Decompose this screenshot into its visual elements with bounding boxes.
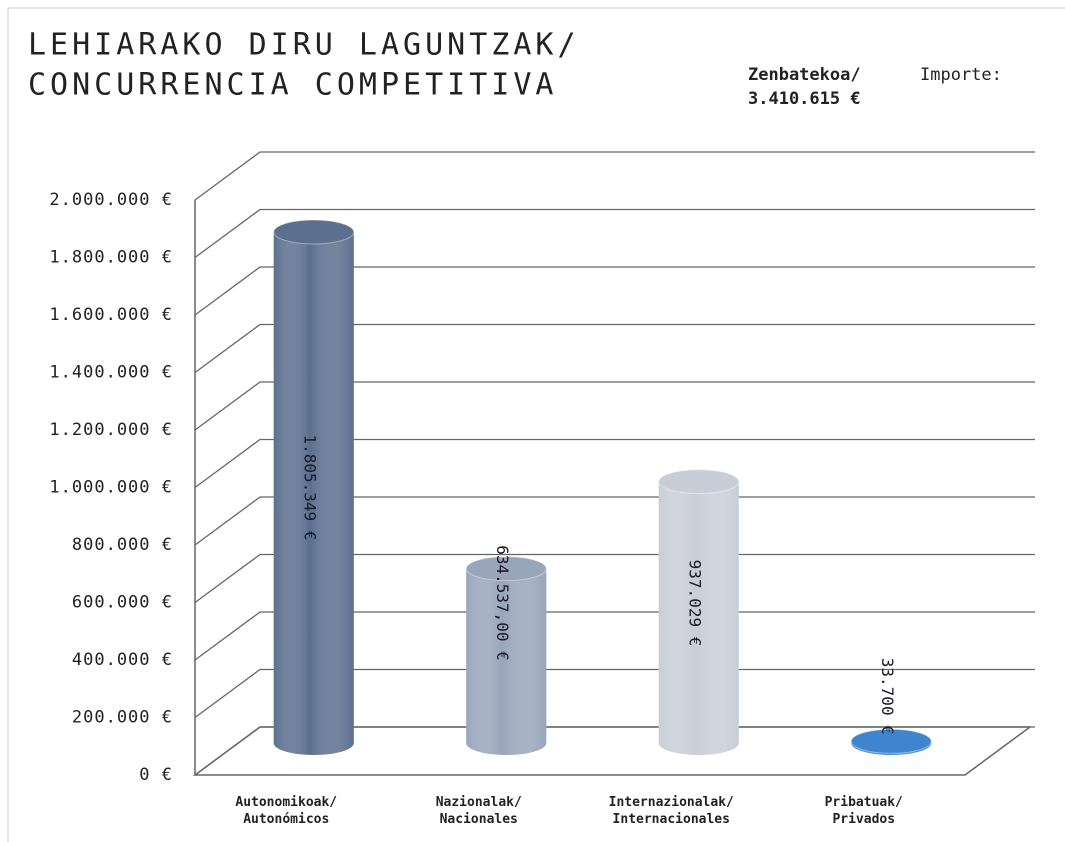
bar-top <box>658 469 740 495</box>
y-tick-label: 2.000.000 € <box>49 190 173 210</box>
bar-shade <box>466 568 547 755</box>
y-tick-label: 1.800.000 € <box>49 248 173 268</box>
grid-line <box>194 438 1035 489</box>
value-label: 634.537,00 € <box>493 545 512 661</box>
y-tick-label: 1.400.000 € <box>49 363 173 383</box>
frame <box>7 7 1065 842</box>
chart-title: CONCURRENCIA COMPETITIVA <box>28 68 557 103</box>
grid-line <box>194 611 1035 661</box>
bar <box>658 469 740 755</box>
bar-shade <box>658 481 739 755</box>
chart-title: LEHIARAKO DIRU LAGUNTZAK/ <box>28 28 580 63</box>
y-tick-label: 1.200.000 € <box>49 420 173 440</box>
grid-line <box>194 496 1035 546</box>
grid-line <box>194 726 1035 776</box>
y-tick-label: 200.000 € <box>72 708 173 728</box>
bar-top <box>465 556 547 582</box>
bar-top <box>273 219 355 245</box>
x-tick-label: Pribatuak/Privados <box>825 795 903 827</box>
y-tick-label: 0 € <box>139 765 173 785</box>
grid-line <box>194 553 1035 604</box>
bar <box>850 728 932 755</box>
annotation: Zenbatekoa/ <box>748 65 861 85</box>
annotation: 3.410.615 € <box>748 89 861 109</box>
grid-line <box>194 208 1035 259</box>
grid-line <box>194 668 1035 719</box>
value-label: 33.700 € <box>878 658 897 735</box>
y-tick-label: 400.000 € <box>72 650 173 670</box>
bar <box>465 556 547 755</box>
x-tick-label: Internazionalak/Internacionales <box>609 795 734 827</box>
grid-line <box>194 381 1035 431</box>
grid-line <box>194 151 1035 201</box>
x-tick-label: Nazionalak/Nacionales <box>436 795 522 827</box>
x-tick-label: Autonomikoak/Autonómicos <box>235 795 337 827</box>
annotation: Importe: <box>920 65 1002 85</box>
y-tick-label: 800.000 € <box>72 535 173 555</box>
y-tick-label: 1.000.000 € <box>49 478 173 498</box>
y-tick-label: 600.000 € <box>72 593 173 613</box>
value-label: 937.029 € <box>685 560 704 647</box>
y-tick-label: 1.600.000 € <box>49 305 173 325</box>
grid-line <box>194 323 1035 374</box>
value-label: 1.805.349 € <box>300 434 319 540</box>
bar-shade <box>273 231 354 755</box>
grid-line <box>194 266 1035 316</box>
bar <box>273 219 355 755</box>
bar-top <box>850 728 932 754</box>
